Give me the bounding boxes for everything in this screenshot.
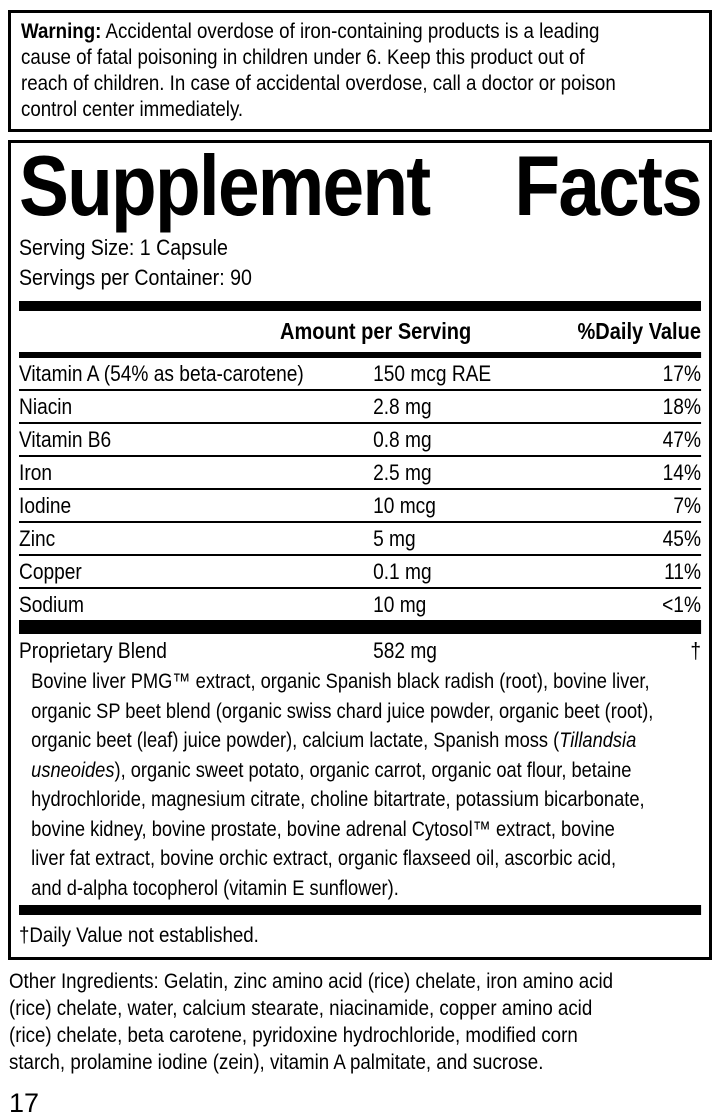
row-amount: 2.8 mg [373, 394, 432, 420]
other-ingredients: Other Ingredients: Gelatin, zinc amino a… [9, 968, 712, 1076]
row-name: Iron [19, 460, 52, 486]
proprietary-blend-description: Bovine liver PMG™ extract, organic Spani… [31, 670, 654, 900]
amount-per-serving-header: Amount per Serving [280, 318, 472, 345]
table-row-sodium: Sodium 10 mg <1% [19, 589, 701, 623]
serving-size: Serving Size: 1 Capsule [19, 235, 228, 261]
row-daily-value: 14% [662, 460, 701, 486]
divider-bar-header [19, 352, 701, 359]
row-amount: 5 mg [373, 526, 416, 552]
table-row-iodine: Iodine 10 mcg 7% [19, 490, 701, 524]
page-number: 17 [9, 1088, 40, 1118]
row-amount: 10 mcg [373, 493, 436, 519]
row-name: Vitamin B6 [19, 427, 112, 453]
row-name: Copper [19, 559, 82, 585]
row-amount: 2.5 mg [373, 460, 432, 486]
row-amount: 582 mg [373, 638, 437, 664]
row-daily-value: <1% [662, 592, 701, 618]
daily-value-header: %Daily Value [577, 318, 701, 345]
row-name: Sodium [19, 592, 84, 618]
row-name: Iodine [19, 493, 72, 519]
row-daily-value: 47% [662, 427, 701, 453]
row-name: Zinc [19, 526, 56, 552]
other-ingredients-text: Other Ingredients: Gelatin, zinc amino a… [9, 969, 614, 1075]
row-daily-value: 11% [664, 559, 701, 585]
row-daily-value: 17% [662, 361, 701, 387]
divider-bar-bottom [19, 905, 701, 916]
warning-text: Warning: Accidental overdose of iron-con… [21, 19, 616, 121]
facts-table: Amount per Serving %Daily Value Vitamin … [19, 311, 701, 953]
row-amount: 0.8 mg [373, 427, 432, 453]
row-amount: 10 mg [373, 592, 427, 618]
warning-box: Warning: Accidental overdose of iron-con… [8, 10, 712, 132]
table-row-vitamin-a: Vitamin A (54% as beta-carotene) 150 mcg… [19, 358, 701, 392]
divider-bar-top [19, 301, 701, 312]
serving-info: Serving Size: 1 Capsule Servings per Con… [19, 233, 701, 293]
row-name: Proprietary Blend [19, 638, 167, 664]
supplement-facts-panel: Supplement Facts Serving Size: 1 Capsule… [8, 139, 712, 961]
row-daily-value: 18% [662, 394, 701, 420]
row-daily-value: 7% [673, 493, 701, 519]
facts-header-row: Amount per Serving %Daily Value [19, 311, 701, 352]
row-name: Vitamin A (54% as beta-carotene) [19, 361, 304, 387]
table-row-iron: Iron 2.5 mg 14% [19, 457, 701, 491]
title-word-supplement: Supplement [19, 139, 431, 234]
row-name: Niacin [19, 394, 73, 420]
dagger-symbol: † [690, 638, 701, 664]
table-row-vitamin-b6: Vitamin B6 0.8 mg 47% [19, 424, 701, 458]
row-daily-value: 45% [662, 526, 701, 552]
row-amount: 0.1 mg [373, 559, 432, 585]
supplement-facts-title: Supplement Facts [19, 139, 703, 234]
row-amount: 150 mcg RAE [373, 361, 492, 387]
divider-bar-sodium [19, 622, 701, 635]
table-row-copper: Copper 0.1 mg 11% [19, 556, 701, 590]
table-row-proprietary-blend: Proprietary Blend 582 mg † [19, 634, 701, 666]
daily-value-footnote: †Daily Value not established. [19, 923, 259, 948]
servings-per-container: Servings per Container: 90 [19, 265, 252, 291]
table-row-niacin: Niacin 2.8 mg 18% [19, 391, 701, 425]
table-row-zinc: Zinc 5 mg 45% [19, 523, 701, 557]
title-word-facts: Facts [514, 139, 702, 234]
